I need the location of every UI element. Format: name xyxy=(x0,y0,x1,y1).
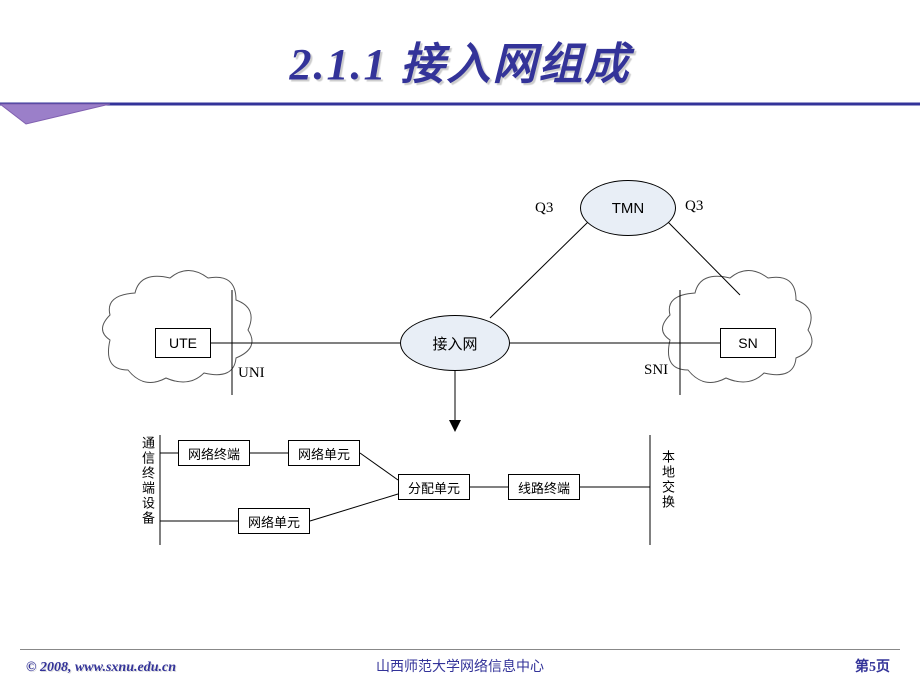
node-net-terminal-label: 网络终端 xyxy=(188,444,240,463)
node-line-terminal-label: 线路终端 xyxy=(518,478,570,497)
node-access-network: 接入网 xyxy=(400,315,510,371)
label-left-vertical: 通信终端设备 xyxy=(138,436,157,526)
footer-page: 第5页 xyxy=(855,656,890,676)
label-q3-right: Q3 xyxy=(685,198,703,215)
footer: © 2008, www.sxnu.edu.cn 山西师范大学网络信息中心 第5页 xyxy=(0,652,920,680)
node-sn-label: SN xyxy=(738,335,757,351)
label-sni: SNI xyxy=(644,362,668,379)
label-uni: UNI xyxy=(238,365,265,382)
node-sn: SN xyxy=(720,328,776,358)
footer-center: 山西师范大学网络信息中心 xyxy=(0,656,920,676)
node-net-unit-1-label: 网络单元 xyxy=(298,444,350,463)
diagram-area: TMN 接入网 UTE SN Q3 Q3 UNI SNI 网络终端 网络单元 网… xyxy=(0,140,920,610)
node-net-unit-1: 网络单元 xyxy=(288,440,360,466)
label-right-vertical: 本地交换 xyxy=(658,450,677,510)
label-q3-left: Q3 xyxy=(535,200,553,217)
node-dist-unit: 分配单元 xyxy=(398,474,470,500)
node-dist-unit-label: 分配单元 xyxy=(408,478,460,497)
node-line-terminal: 线路终端 xyxy=(508,474,580,500)
node-net-unit-2: 网络单元 xyxy=(238,508,310,534)
title-underline xyxy=(0,100,920,126)
node-tmn: TMN xyxy=(580,180,676,236)
node-tmn-label: TMN xyxy=(612,200,645,217)
node-an-label: 接入网 xyxy=(432,333,477,354)
node-net-terminal: 网络终端 xyxy=(178,440,250,466)
node-net-unit-2-label: 网络单元 xyxy=(248,512,300,531)
footer-divider xyxy=(20,649,900,650)
node-ute-label: UTE xyxy=(169,335,197,351)
slide-title: 2.1.1 接入网组成 xyxy=(290,40,631,89)
node-ute: UTE xyxy=(155,328,211,358)
